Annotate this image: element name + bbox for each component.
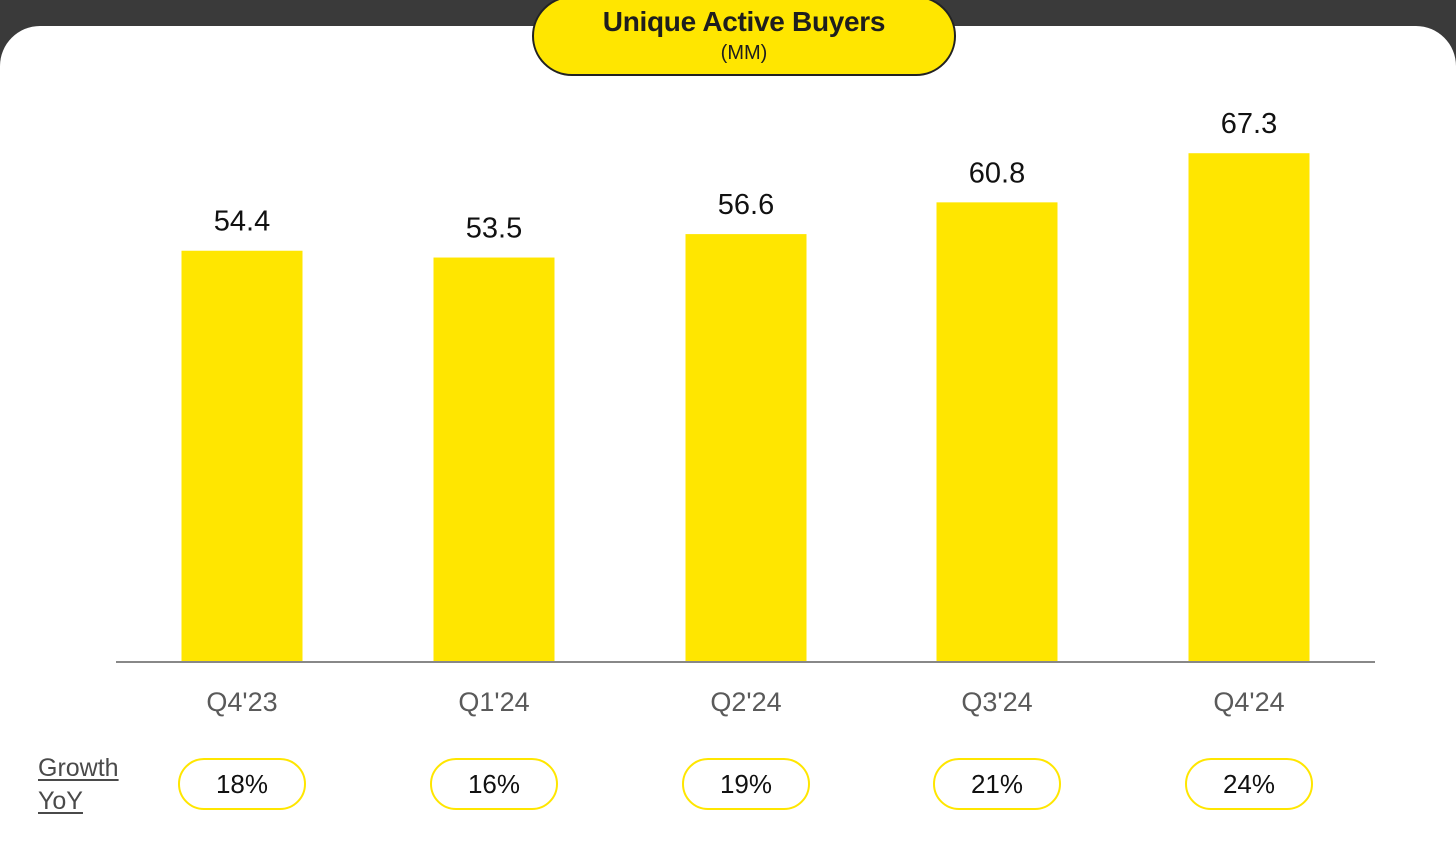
bar-3 [936, 202, 1058, 663]
bar-2 [685, 234, 807, 662]
chart-title-badge: Unique Active Buyers (MM) [532, 0, 956, 76]
growth-yoy-pill: 24% [1185, 758, 1313, 810]
bar-value-label: 53.5 [466, 213, 522, 245]
bar-value-label: 54.4 [214, 206, 270, 238]
growth-yoy-label: Growth YoY [38, 752, 119, 818]
chart-title: Unique Active Buyers [602, 6, 886, 37]
bar-0 [181, 250, 303, 662]
bar-value-label: 56.6 [718, 189, 774, 221]
bar-1 [433, 257, 555, 662]
x-tick-label: Q4'24 [1213, 687, 1284, 717]
growth-label-line1: Growth [38, 754, 119, 782]
growth-yoy-pill: 19% [682, 758, 810, 810]
bar-4 [1188, 153, 1310, 662]
growth-yoy-pill: 18% [178, 758, 306, 810]
chart-subtitle: (MM) [720, 42, 768, 64]
growth-yoy-pill: 21% [933, 758, 1061, 810]
bar-value-label: 67.3 [1221, 108, 1277, 140]
x-tick-label: Q1'24 [458, 687, 529, 717]
x-tick-label: Q2'24 [710, 687, 781, 717]
x-tick-label: Q4'23 [206, 687, 277, 717]
growth-yoy-pill: 16% [430, 758, 558, 810]
x-tick-label: Q3'24 [961, 687, 1032, 717]
bar-value-label: 60.8 [969, 157, 1025, 189]
growth-label-line2: YoY [38, 787, 83, 815]
